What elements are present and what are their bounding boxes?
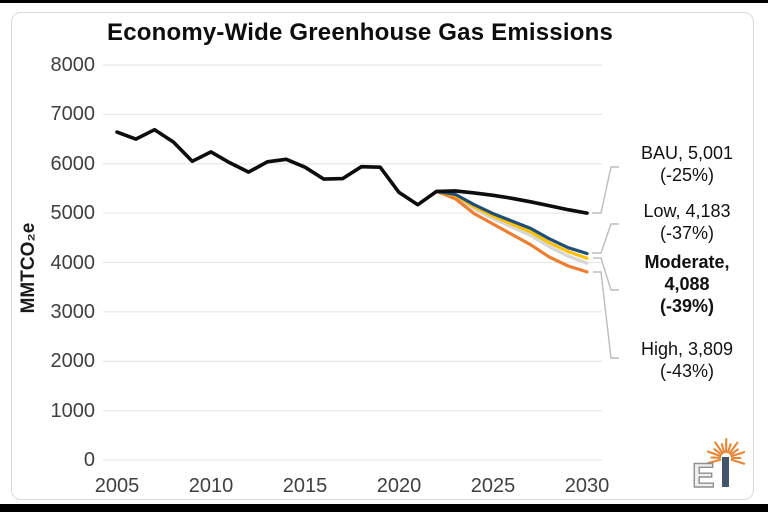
- sunburst-icon: [706, 437, 746, 465]
- leader-line-moderate: [593, 257, 619, 291]
- callout-high-line: (-43%): [659, 361, 714, 381]
- series-line-low: [435, 189, 589, 256]
- callout-high: High, 3,809 (-43%): [612, 338, 762, 382]
- sunburst-ray: [707, 450, 722, 458]
- frame-bottom-border: [0, 504, 768, 512]
- sunburst-ray: [730, 458, 746, 465]
- leader-line-low: [592, 223, 619, 254]
- callout-low: Low, 4,183 (-37%): [612, 200, 762, 244]
- ei-logo: E: [691, 437, 746, 492]
- leader-line-high: [593, 271, 619, 359]
- callout-bau: BAU, 5,001 (-25%): [612, 142, 762, 186]
- y-tick-label-2000: 2000: [50, 350, 96, 372]
- x-tick-label-2010: 2010: [188, 475, 234, 497]
- callout-moderate: Moderate, 4,088 (-39%): [612, 251, 762, 317]
- x-tick-label-2015: 2015: [282, 475, 328, 497]
- y-tick-label-4000: 4000: [50, 252, 96, 274]
- sunburst-ray: [706, 458, 722, 465]
- sunburst-ray: [729, 448, 739, 456]
- sunburst-ray: [730, 451, 746, 458]
- y-tick-label-7000: 7000: [50, 103, 96, 125]
- callout-moderate-line: (-39%): [659, 296, 714, 316]
- sunburst-ray: [726, 443, 732, 454]
- leader-line-bau: [592, 166, 619, 214]
- y-tick-label-6000: 6000: [50, 153, 96, 175]
- frame-top-border: [0, 0, 768, 3]
- x-tick-label-2030: 2030: [564, 475, 610, 497]
- callout-bau-line: BAU, 5,001: [640, 143, 734, 163]
- x-tick-label-2025: 2025: [470, 475, 516, 497]
- y-tick-label-1000: 1000: [50, 400, 96, 422]
- sunburst-ray: [713, 448, 723, 456]
- callout-high-line: High, 3,809: [640, 339, 734, 359]
- y-tick-label-3000: 3000: [50, 301, 96, 323]
- sunburst-ray: [720, 443, 726, 454]
- x-tick-label-2020: 2020: [376, 475, 422, 497]
- callout-moderate-line: 4,088: [664, 274, 710, 294]
- callout-bau-line: (-25%): [659, 165, 714, 185]
- callout-moderate-line: Moderate,: [644, 252, 730, 272]
- sunburst-ray: [714, 441, 724, 455]
- series-line-bau: [115, 127, 589, 215]
- chart-title: Economy-Wide Greenhouse Gas Emissions: [107, 19, 613, 46]
- y-tick-label-0: 0: [83, 449, 95, 471]
- callout-low-line: (-37%): [659, 223, 714, 243]
- y-tick-label-5000: 5000: [50, 202, 96, 224]
- y-tick-label-8000: 8000: [50, 54, 96, 76]
- sunburst-ray: [728, 441, 739, 455]
- callout-low-line: Low, 4,183: [643, 201, 731, 221]
- series-line-high: [435, 189, 589, 274]
- logo-letter-e: E: [692, 457, 715, 492]
- logo-letter-i: [722, 457, 729, 487]
- x-tick-label-2005: 2005: [94, 475, 140, 497]
- chart-container: [11, 12, 754, 500]
